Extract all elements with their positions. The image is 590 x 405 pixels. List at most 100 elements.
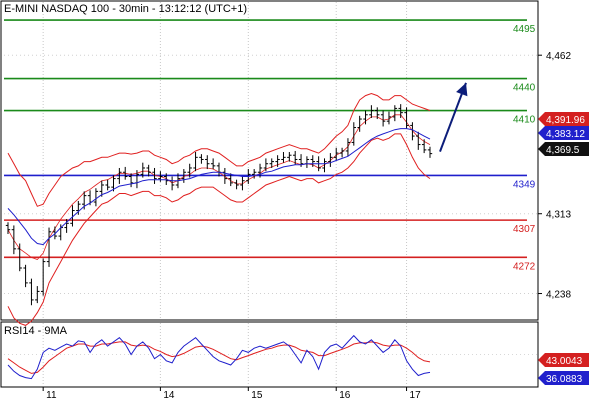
level-label-4349: 4349 xyxy=(513,179,536,190)
price-box-2: 4,369.5 xyxy=(538,142,589,156)
level-label-4495: 4495 xyxy=(513,24,536,35)
price-bar xyxy=(29,278,34,306)
bollinger-lower-line xyxy=(7,133,431,326)
price-bar xyxy=(93,188,99,207)
rsi-value-box: 36.0883 xyxy=(538,371,589,385)
price-bar xyxy=(187,163,192,178)
price-bar xyxy=(70,205,75,227)
price-bar xyxy=(40,258,46,296)
chart-title: E-MINI NASDAQ 100 - 30min - 13:12:12 (UT… xyxy=(4,3,247,15)
bollinger-upper-line xyxy=(7,92,431,207)
projection-arrow-layer xyxy=(439,82,468,152)
price-boxes-layer: 4,391.96 4,383.12 4,369.5 43.0043 36.0883 xyxy=(538,112,589,385)
price-box-2-text: 4,369.5 xyxy=(546,145,580,156)
price-bar xyxy=(363,110,368,125)
price-bar xyxy=(339,147,345,158)
x-tick-label: 14 xyxy=(163,390,175,400)
price-bar xyxy=(357,115,362,132)
price-bar xyxy=(164,173,169,186)
rsi-layer xyxy=(4,334,537,380)
price-box-1-bg xyxy=(538,126,589,140)
price-box-0-text: 4,391.96 xyxy=(546,115,585,126)
price-bar xyxy=(199,154,204,164)
price-bar xyxy=(52,226,58,240)
rsi-ma-line xyxy=(7,341,431,374)
price-bar xyxy=(269,158,274,168)
price-bar xyxy=(263,158,269,172)
y-tick-label: 4,238 xyxy=(546,290,571,301)
price-bar xyxy=(275,155,280,167)
price-bar xyxy=(210,158,216,170)
price-bar xyxy=(375,107,380,120)
price-bar xyxy=(64,219,69,233)
price-box-1-text: 4,383.12 xyxy=(546,129,585,140)
level-lines-layer: 4495 4440 4410 4349 4307 4272 xyxy=(4,19,536,272)
rsi-panel-frame xyxy=(0,321,539,388)
price-bar xyxy=(392,105,398,122)
rsi-line xyxy=(7,334,431,380)
x-tick-label: 11 xyxy=(46,390,57,400)
price-bar xyxy=(117,167,122,184)
price-bar xyxy=(287,152,292,162)
price-bar xyxy=(46,227,52,267)
y-tick-label: 4,313 xyxy=(546,210,571,221)
price-bar xyxy=(205,155,210,170)
price-bar xyxy=(421,139,427,154)
price-bar xyxy=(404,107,409,129)
level-label-4410: 4410 xyxy=(513,115,536,126)
price-bar xyxy=(345,138,351,157)
price-bar xyxy=(23,264,28,288)
price-bar xyxy=(35,286,40,304)
price-bar xyxy=(292,150,298,165)
x-tick-label: 16 xyxy=(339,390,351,400)
level-label-4272: 4272 xyxy=(513,261,536,272)
price-box-1: 4,383.12 xyxy=(538,126,589,140)
price-bar xyxy=(257,163,263,178)
price-bar xyxy=(398,104,403,118)
rsi-ma-box-bg xyxy=(538,353,589,367)
price-bar xyxy=(410,122,415,141)
rsi-title: RSI14 - 9MA xyxy=(4,325,68,337)
level-label-4307: 4307 xyxy=(513,224,536,235)
main-panel-frame xyxy=(0,0,539,321)
price-bar xyxy=(334,147,339,161)
price-bar xyxy=(228,173,233,187)
price-bar xyxy=(240,176,245,191)
price-bar xyxy=(140,162,146,178)
price-bar xyxy=(111,175,116,192)
axis-labels-layer: 11 14 15 16 17 4,462 4,313 4,238 xyxy=(42,51,571,401)
moving-average-line xyxy=(7,128,431,246)
projection-arrow-head xyxy=(456,82,468,97)
price-bar xyxy=(5,222,11,234)
y-tick-label: 4,462 xyxy=(546,51,571,62)
price-bar xyxy=(310,155,315,167)
price-bar xyxy=(380,110,386,127)
price-bar xyxy=(322,158,327,173)
price-bar xyxy=(193,152,198,172)
price-bar xyxy=(181,169,187,183)
price-bar xyxy=(128,173,134,188)
price-bar xyxy=(152,167,157,184)
price-bar xyxy=(369,105,374,118)
rsi-ma-box: 43.0043 xyxy=(538,353,589,367)
moving-average-layer xyxy=(7,128,431,246)
projection-arrow-shaft xyxy=(439,82,467,152)
price-bar xyxy=(251,169,257,179)
rsi-value-box-text: 36.0883 xyxy=(546,374,583,385)
price-bar xyxy=(99,180,104,197)
price-bar xyxy=(11,225,17,255)
price-bar xyxy=(328,153,333,167)
price-box-2-bg xyxy=(538,142,589,156)
price-bar xyxy=(386,111,392,125)
price-bar xyxy=(146,164,151,177)
price-box-0: 4,391.96 xyxy=(538,112,589,126)
price-bar xyxy=(351,122,357,146)
price-bar xyxy=(76,200,81,215)
price-bar xyxy=(281,152,286,163)
rsi-value-box-bg xyxy=(538,371,589,385)
price-bar xyxy=(234,179,239,190)
x-tick-label: 15 xyxy=(251,390,263,400)
x-tick-label: 17 xyxy=(410,390,422,400)
